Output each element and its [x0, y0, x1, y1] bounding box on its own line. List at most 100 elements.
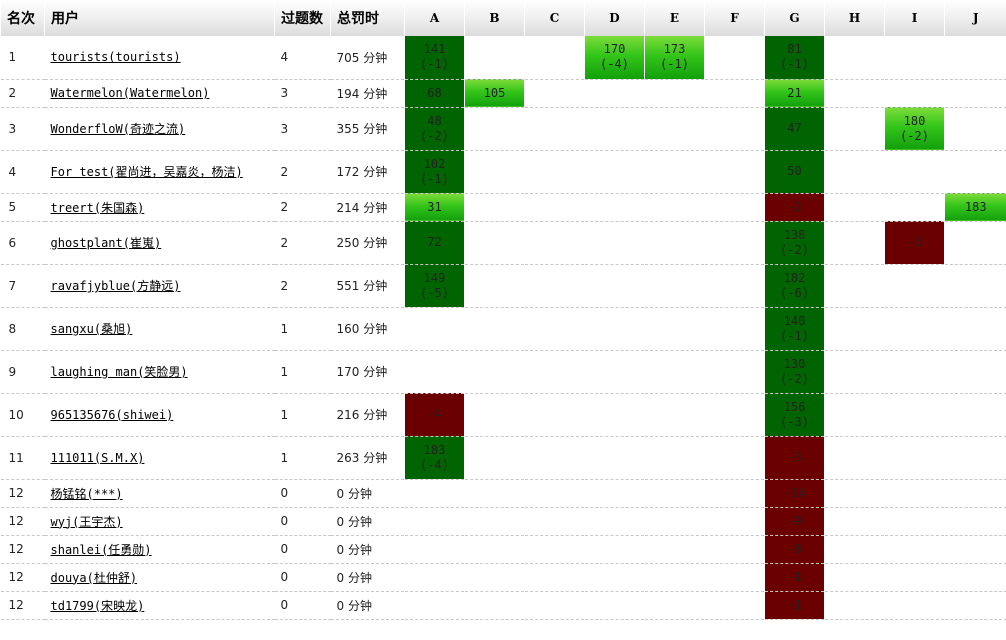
- problem-cell-empty: [404, 563, 465, 592]
- problem-cell-wrong[interactable]: -9: [764, 507, 825, 536]
- problem-cell-first-blood[interactable]: 170 (-4): [584, 36, 645, 80]
- problem-cell-accepted[interactable]: 50: [764, 150, 825, 194]
- penalty-unit: 分钟: [363, 50, 388, 65]
- header-penalty: 总罚时: [330, 0, 405, 36]
- attempt-count: (-2): [900, 128, 929, 143]
- header-problem-b[interactable]: B: [464, 0, 525, 36]
- user-link[interactable]: ravafjyblue(方静远): [50, 279, 181, 293]
- problem-cell-empty: [584, 507, 645, 536]
- accept-time: -2: [787, 199, 802, 214]
- user-link[interactable]: 965135676(shiwei): [50, 407, 174, 422]
- problem-cell-accepted[interactable]: 102 (-1): [404, 150, 465, 194]
- problem-cell-accepted[interactable]: 138 (-2): [764, 221, 825, 265]
- problem-cell-accepted[interactable]: 68: [404, 79, 465, 108]
- problem-cell-first-blood[interactable]: 173 (-1): [644, 36, 705, 80]
- problem-cell-empty: [404, 591, 465, 620]
- solved-count: 4: [274, 36, 331, 80]
- penalty-value: 172: [336, 165, 360, 179]
- problem-cell-accepted[interactable]: 72: [404, 221, 465, 265]
- user-link[interactable]: WonderfloW(奇迹之流): [50, 122, 186, 136]
- problem-cell-empty: [584, 264, 645, 308]
- penalty-value: 250: [336, 236, 360, 250]
- problem-cell-empty: [884, 193, 945, 222]
- user-link[interactable]: laughing man(笑脸男): [50, 365, 188, 379]
- accept-time: 173: [663, 42, 686, 57]
- attempt-count: (-3): [780, 414, 809, 429]
- header-problem-c[interactable]: C: [524, 0, 585, 36]
- user-link[interactable]: ghostplant(崔嵬): [50, 236, 162, 250]
- accept-time: -3: [907, 235, 922, 249]
- accept-time: 182: [783, 270, 806, 285]
- penalty-cell: 172 分钟: [330, 150, 405, 194]
- attempt-count: (-2): [780, 242, 809, 257]
- user-link[interactable]: wyj(王宇杰): [50, 514, 123, 529]
- user-link[interactable]: 杨锰铭(***): [50, 486, 123, 501]
- header-problem-a[interactable]: A: [404, 0, 465, 36]
- user-link[interactable]: treert(朱国森): [50, 200, 145, 215]
- problem-cell-empty: [884, 563, 945, 592]
- accept-time: 149: [423, 270, 446, 285]
- problem-cell-accepted[interactable]: 149 (-5): [404, 264, 465, 308]
- header-problem-i[interactable]: I: [884, 0, 945, 36]
- problem-cell-wrong[interactable]: -14: [764, 479, 825, 508]
- penalty-cell: 0 分钟: [330, 479, 405, 508]
- problem-cell-empty: [824, 563, 885, 592]
- solved-count: 2: [274, 193, 331, 222]
- problem-cell-accepted[interactable]: 81 (-1): [764, 36, 825, 80]
- problem-cell-accepted[interactable]: 48 (-2): [404, 107, 465, 151]
- header-problem-g[interactable]: G: [764, 0, 825, 36]
- penalty-value: 0: [336, 598, 345, 613]
- user-cell: For test(翟尚进，吴嘉炎，杨洁): [44, 150, 275, 194]
- problem-cell-empty: [704, 264, 765, 308]
- problem-cell-wrong[interactable]: -8: [764, 535, 825, 564]
- problem-cell-wrong[interactable]: -3: [884, 221, 945, 265]
- user-link[interactable]: Watermelon(Watermelon): [50, 86, 210, 100]
- user-link[interactable]: For test(翟尚进，吴嘉炎，杨洁): [50, 165, 243, 179]
- user-link[interactable]: shanlei(任勇勋): [50, 542, 152, 557]
- user-cell: WonderfloW(奇迹之流): [44, 107, 275, 151]
- problem-cell-first-blood[interactable]: 105: [464, 79, 525, 108]
- problem-cell-empty: [644, 479, 705, 508]
- user-link[interactable]: tourists(tourists): [50, 50, 181, 65]
- attempt-count: (-1): [420, 171, 449, 186]
- user-link[interactable]: sangxu(桑旭): [50, 322, 133, 336]
- user-link[interactable]: td1799(宋映龙): [50, 598, 145, 613]
- problem-cell-wrong[interactable]: -1: [764, 563, 825, 592]
- attempt-count: (-2): [780, 371, 809, 386]
- problem-cell-first-blood[interactable]: 180 (-2): [884, 107, 945, 151]
- header-problem-d[interactable]: D: [584, 0, 645, 36]
- problem-cell-wrong[interactable]: -3: [764, 436, 825, 480]
- problem-cell-empty: [524, 193, 585, 222]
- header-problem-e[interactable]: E: [644, 0, 705, 36]
- accept-time: 130: [783, 356, 806, 371]
- penalty-cell: 0 分钟: [330, 591, 405, 620]
- problem-cell-empty: [824, 221, 885, 265]
- penalty-unit: 分钟: [363, 236, 388, 250]
- user-link[interactable]: 111011(S.M.X): [50, 450, 145, 465]
- problem-cell-empty: [944, 591, 1006, 620]
- accept-time: -8: [787, 541, 802, 556]
- problem-cell-accepted[interactable]: 183 (-4): [404, 436, 465, 480]
- problem-cell-accepted[interactable]: 141 (-1): [404, 36, 465, 80]
- header-problem-j[interactable]: J: [944, 0, 1006, 36]
- problem-cell-first-blood[interactable]: 21: [764, 79, 825, 108]
- problem-cell-first-blood[interactable]: 31: [404, 193, 465, 222]
- problem-cell-empty: [704, 350, 765, 394]
- problem-cell-wrong[interactable]: -2: [764, 193, 825, 222]
- user-link[interactable]: douya(杜仲舒): [50, 570, 138, 585]
- problem-cell-accepted[interactable]: 140 (-1): [764, 307, 825, 351]
- problem-cell-accepted[interactable]: 156 (-3): [764, 393, 825, 437]
- problem-cell-accepted[interactable]: 47: [764, 107, 825, 151]
- problem-cell-accepted[interactable]: 130 (-2): [764, 350, 825, 394]
- header-problem-f[interactable]: F: [704, 0, 765, 36]
- problem-cell-empty: [584, 221, 645, 265]
- problem-cell-wrong[interactable]: -1: [764, 591, 825, 620]
- table-row: 5 treert(朱国森) 2 214 分钟 31 -2 183: [0, 193, 1006, 222]
- problem-cell-empty: [464, 36, 525, 80]
- header-problem-h[interactable]: H: [824, 0, 885, 36]
- problem-cell-empty: [524, 436, 585, 480]
- problem-cell-accepted[interactable]: 182 (-6): [764, 264, 825, 308]
- problem-cell-first-blood[interactable]: 183: [944, 193, 1006, 222]
- accept-time: -14: [783, 485, 806, 500]
- problem-cell-wrong[interactable]: -4: [404, 393, 465, 437]
